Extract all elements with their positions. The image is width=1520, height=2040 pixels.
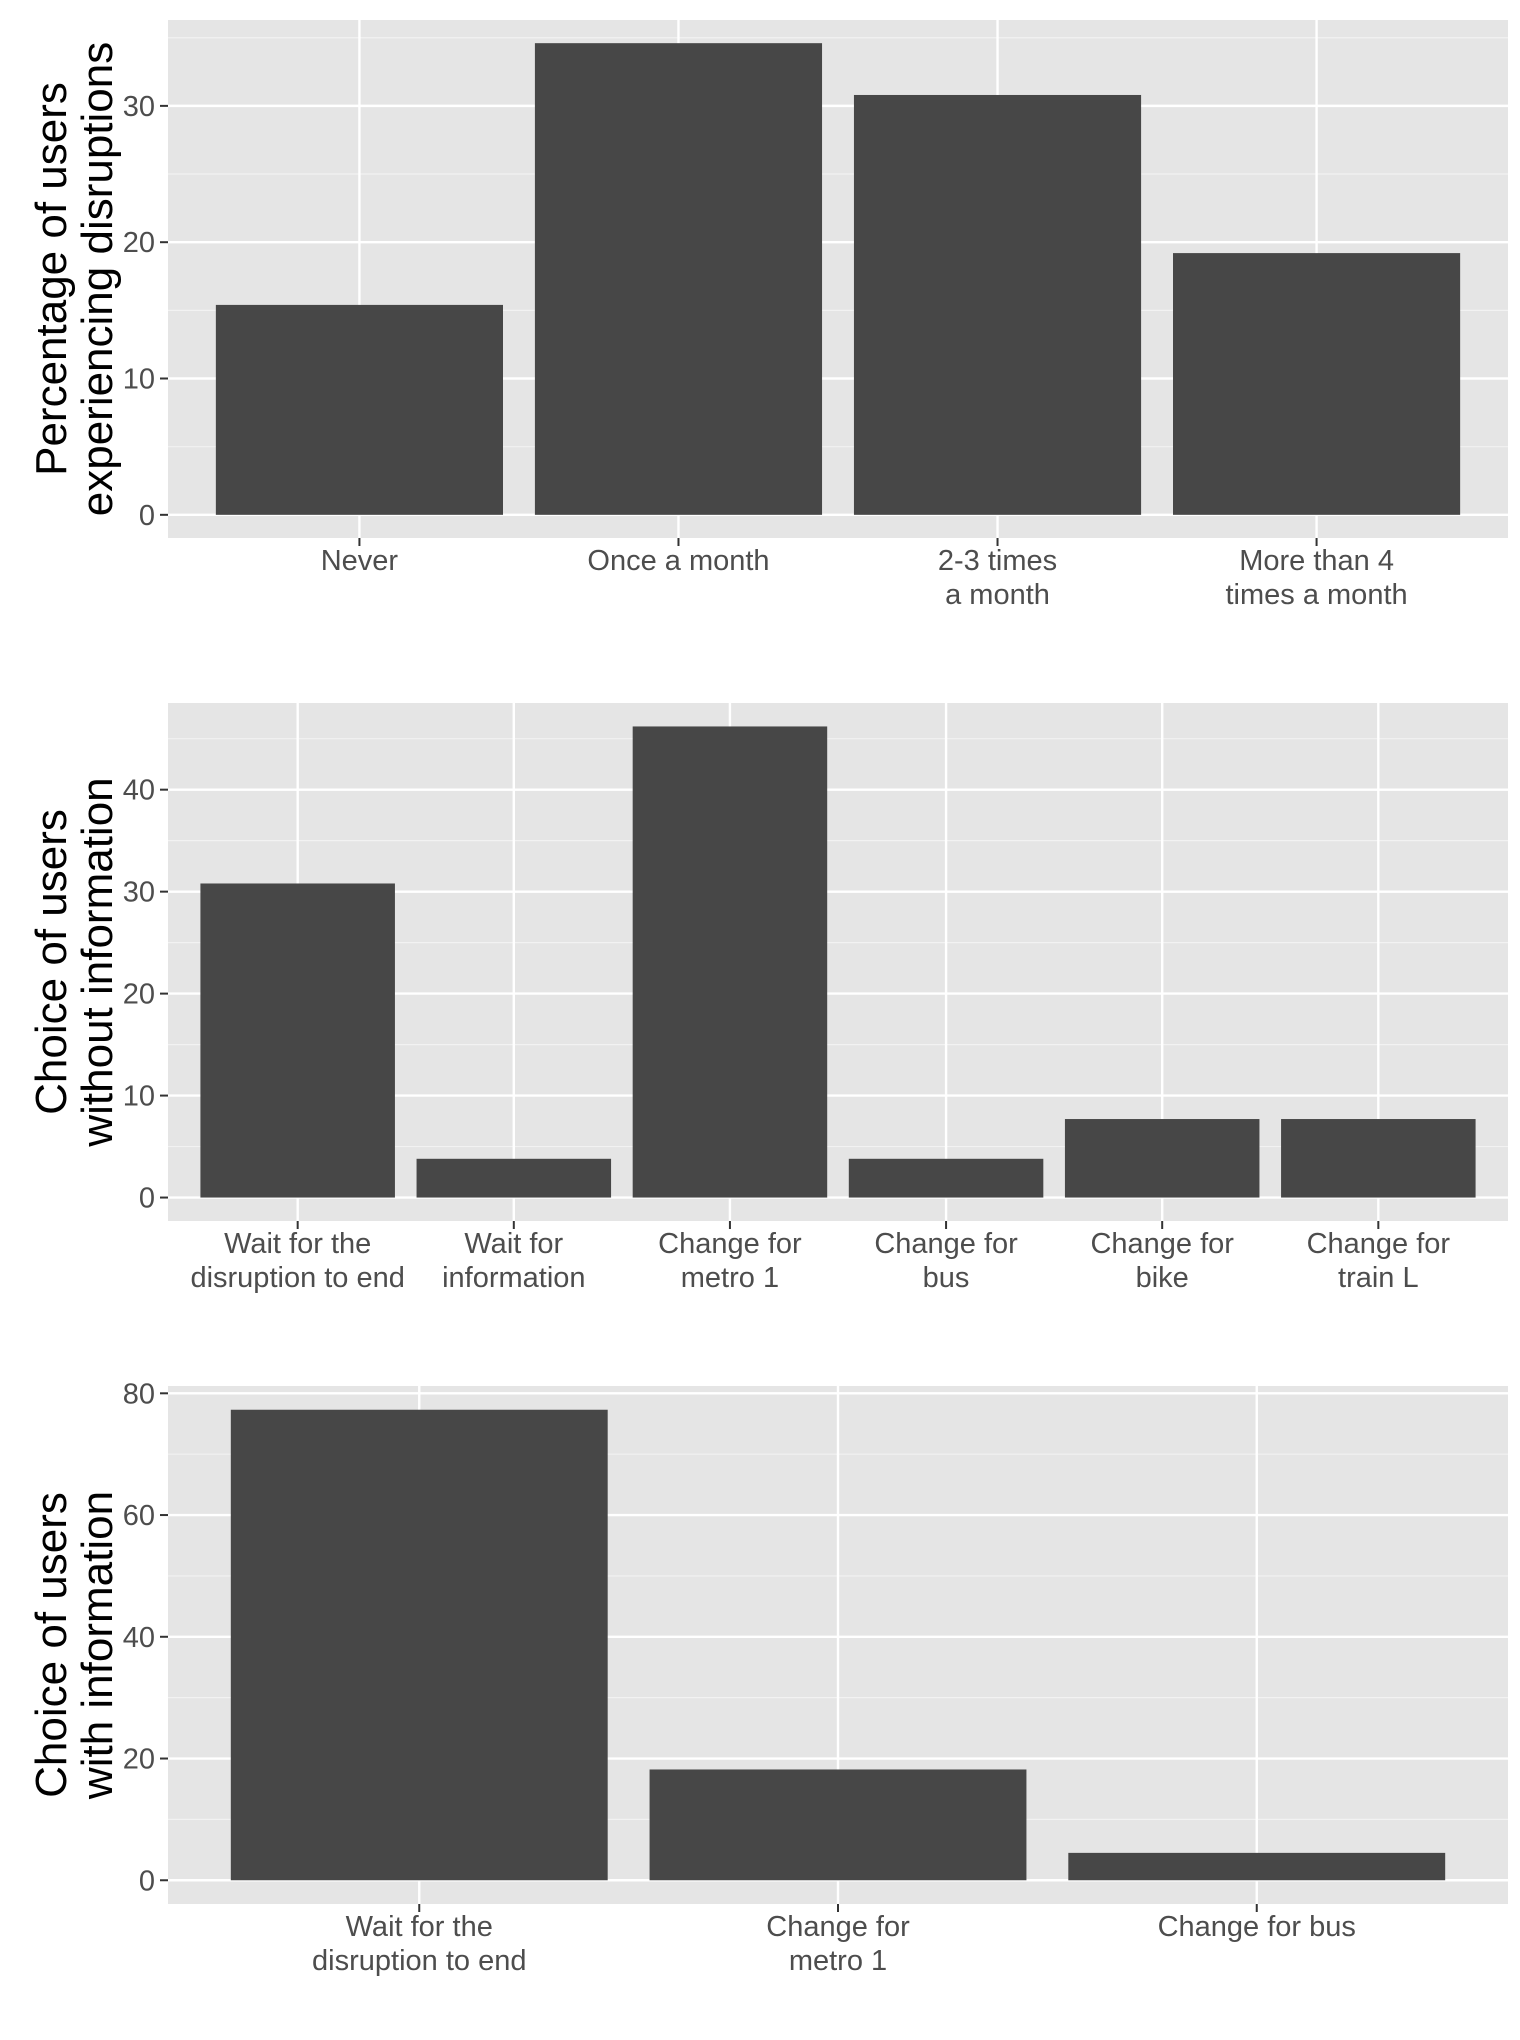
y-tick-label: 60 xyxy=(123,1500,155,1532)
bar-4 xyxy=(1173,253,1461,515)
bar-1 xyxy=(230,1409,608,1881)
x-tick-label: Change for bike xyxy=(1090,1228,1234,1294)
y-axis-title: Percentage of usersexperiencing disrupti… xyxy=(27,42,122,517)
bar-1 xyxy=(215,304,503,515)
x-tick-label: Wait for the disruption to end xyxy=(312,1911,526,1977)
y-tick-label: 0 xyxy=(139,1865,155,1897)
y-tick-label: 20 xyxy=(123,227,155,259)
bar-2 xyxy=(416,1158,612,1198)
chart-panel-2: 0 10 20 30 40 Wait for the disruption to end Wa… xyxy=(27,703,1508,1294)
bar-1 xyxy=(200,883,395,1198)
x-tick-label: Wait for the disruption to end xyxy=(190,1228,404,1294)
x-tick-label: Change for bus xyxy=(874,1228,1018,1294)
y-tick-label: 0 xyxy=(139,500,155,532)
y-tick-label: 40 xyxy=(123,1622,155,1654)
y-axis-title: Choice of userswith information xyxy=(27,1491,122,1800)
y-tick-label: 40 xyxy=(123,775,155,807)
chart-panel-3: 0 20 40 60 80 Wait for the disruption to end Ch… xyxy=(27,1378,1508,1977)
x-tick-label: Never xyxy=(321,545,399,577)
y-tick-label: 0 xyxy=(139,1183,155,1215)
y-tick-label: 30 xyxy=(123,91,155,123)
bar-2 xyxy=(534,43,823,515)
x-tick-label: Change for bus xyxy=(1158,1911,1356,1943)
bar-5 xyxy=(1064,1119,1260,1198)
bar-3 xyxy=(853,94,1142,515)
chart-panel-1: 0 10 20 30 Never Once a month 2-3 times a month… xyxy=(27,20,1508,611)
y-tick-label: 30 xyxy=(123,877,155,909)
y-axis-title: Choice of userswithout information xyxy=(27,777,122,1147)
bar-2 xyxy=(649,1769,1027,1881)
x-tick-label: Wait for information xyxy=(442,1228,585,1294)
bar-3 xyxy=(632,726,828,1198)
bar-4 xyxy=(848,1158,1044,1198)
bar-3 xyxy=(1068,1852,1446,1881)
x-tick-label: Change for train L xyxy=(1307,1228,1451,1294)
bar-6 xyxy=(1281,1119,1476,1198)
x-tick-label: 2-3 times a month xyxy=(938,545,1057,611)
y-tick-label: 20 xyxy=(123,979,155,1011)
x-tick-label: Change for metro 1 xyxy=(766,1911,910,1977)
x-tick-label: More than 4 times a month xyxy=(1226,545,1408,611)
y-tick-label: 80 xyxy=(123,1378,155,1410)
x-tick-label: Change for metro 1 xyxy=(658,1228,802,1294)
x-tick-label: Once a month xyxy=(587,545,769,577)
y-tick-label: 20 xyxy=(123,1744,155,1776)
y-tick-label: 10 xyxy=(123,364,155,396)
y-tick-label: 10 xyxy=(123,1081,155,1113)
